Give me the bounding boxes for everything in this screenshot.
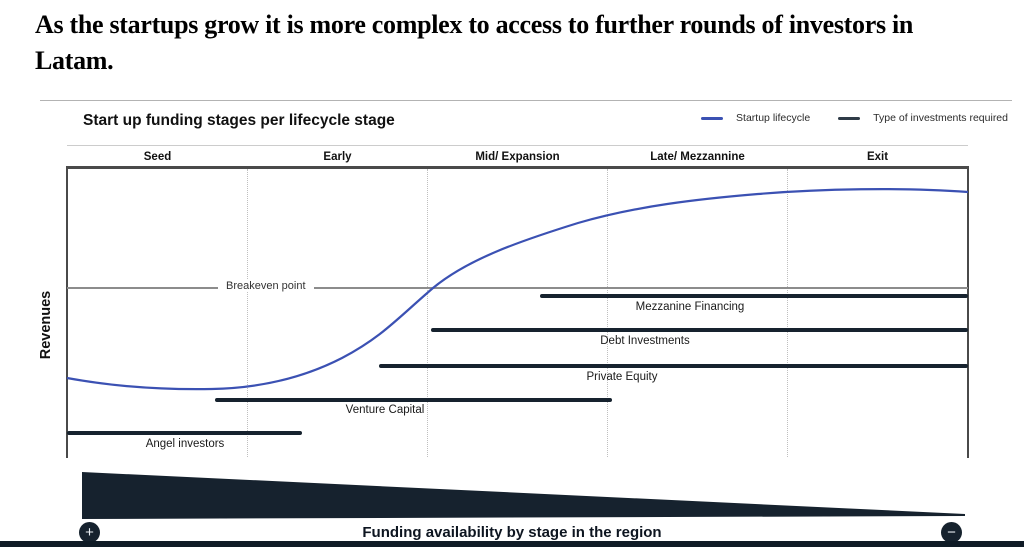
legend-label: Startup lifecycle <box>736 112 811 124</box>
plot-border-top <box>66 166 969 169</box>
stage-label-exit: Exit <box>866 151 889 163</box>
investment-bar-debt-investments <box>431 328 968 332</box>
legend-item-startup-lifecycle: Startup lifecycle <box>701 112 810 124</box>
chart-legend: Startup lifecycle Type of investments re… <box>701 112 1008 124</box>
minus-icon[interactable]: − <box>941 522 962 543</box>
investment-bar-venture-capital <box>215 398 612 402</box>
funnel-caption: Funding availability by stage in the reg… <box>362 524 662 541</box>
line-swatch-icon <box>838 116 861 120</box>
investment-label-mezzanine-financing: Mezzanine Financing <box>635 301 745 313</box>
y-axis-label: Revenues <box>38 290 54 360</box>
stage-label-late: Late/ Mezzannine <box>650 151 745 163</box>
stage-label-mid: Mid/ Expansion <box>475 151 560 163</box>
stage-gridline <box>787 169 788 457</box>
stage-gridline <box>607 169 608 457</box>
stage-label-early: Early <box>323 151 352 163</box>
plus-icon[interactable]: + <box>79 522 100 543</box>
investment-bar-mezzanine-financing <box>540 294 968 298</box>
stage-header-line <box>67 145 968 146</box>
stage-label-seed: Seed <box>143 151 172 163</box>
investment-bar-private-equity <box>379 364 968 368</box>
investment-label-debt-investments: Debt Investments <box>600 335 690 347</box>
bottom-bar <box>0 541 1024 547</box>
investment-bar-angel-investors <box>67 431 302 435</box>
investment-label-venture-capital: Venture Capital <box>345 404 425 416</box>
breakeven-line <box>67 287 968 289</box>
breakeven-label: Breakeven point <box>218 280 314 292</box>
plot-border-right <box>967 166 969 458</box>
legend-item-investments-required: Type of investments required <box>838 112 1008 124</box>
plot-border-left <box>66 166 68 458</box>
investment-label-angel-investors: Angel investors <box>145 438 225 450</box>
header-divider <box>40 100 1012 101</box>
chart-title: Start up funding stages per lifecycle st… <box>83 112 395 129</box>
investment-label-private-equity: Private Equity <box>586 371 658 383</box>
stage-gridline <box>247 169 248 457</box>
line-swatch-icon <box>701 116 724 120</box>
legend-label: Type of investments required <box>873 112 1008 124</box>
slide-title: As the startups grow it is more complex … <box>35 10 914 75</box>
